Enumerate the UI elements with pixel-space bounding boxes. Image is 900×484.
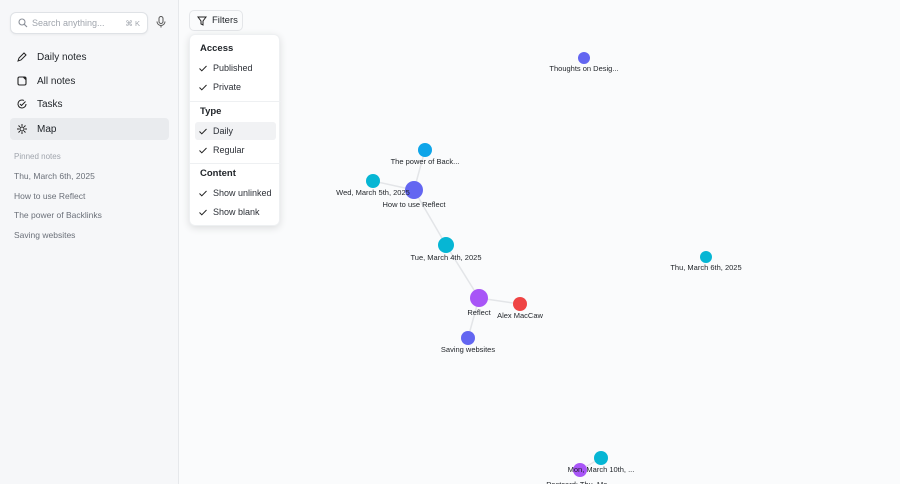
- graph-edge: [413, 189, 447, 246]
- check-icon: [199, 147, 207, 154]
- graph-node-label: Postcard: Thu, Ma...: [546, 480, 613, 484]
- filter-icon: [197, 16, 207, 26]
- filter-option-label: Show blank: [213, 207, 260, 217]
- graph-node-label: Mon, March 10th, ...: [568, 465, 635, 474]
- check-icon: [199, 209, 207, 216]
- check-icon: [199, 65, 207, 72]
- filters-button[interactable]: Filters: [189, 10, 243, 31]
- check-icon: [199, 190, 207, 197]
- nav-all-notes[interactable]: All notes: [10, 70, 169, 92]
- filter-option-published[interactable]: Published: [195, 59, 276, 77]
- search-placeholder: Search anything...: [32, 18, 105, 28]
- pinned-note[interactable]: The power of Backlinks: [14, 210, 102, 220]
- nav-label: Map: [37, 123, 57, 135]
- graph-node-backlinks[interactable]: [418, 143, 432, 157]
- filter-section-access: Access: [200, 43, 234, 54]
- graph-node-label: Reflect: [467, 308, 491, 317]
- pinned-note[interactable]: Saving websites: [14, 230, 76, 240]
- graph-node-postcard[interactable]: [573, 463, 587, 477]
- filter-option-label: Show unlinked: [213, 188, 272, 198]
- graph-node-label: Thoughts on Desig...: [549, 64, 618, 73]
- nav-map[interactable]: Map: [10, 118, 169, 140]
- check-icon: [199, 84, 207, 91]
- graph-node-label: The power of Back...: [391, 157, 460, 166]
- pinned-notes-heading: Pinned notes: [14, 152, 61, 161]
- nav-label: Tasks: [37, 98, 63, 110]
- check-circle-icon: [17, 99, 27, 109]
- graph-node-howto[interactable]: [405, 181, 423, 199]
- graph-node-mon[interactable]: [594, 451, 608, 465]
- graph-node-label: Wed, March 5th, 2025: [336, 188, 410, 197]
- filters-label: Filters: [212, 15, 238, 26]
- pinned-note[interactable]: How to use Reflect: [14, 191, 86, 201]
- sidebar: Search anything... ⌘ K Daily notes All n…: [0, 0, 179, 484]
- graph-node-alex[interactable]: [513, 297, 527, 311]
- pencil-icon: [17, 52, 27, 62]
- nav-tasks[interactable]: Tasks: [10, 93, 169, 115]
- graph-node-reflect[interactable]: [470, 289, 488, 307]
- filter-option-label: Daily: [213, 126, 234, 136]
- check-icon: [199, 128, 207, 135]
- graph-node-thoughts[interactable]: [578, 52, 590, 64]
- graph-node-label: Alex MacCaw: [497, 311, 543, 320]
- microphone-icon[interactable]: [156, 16, 166, 28]
- filter-option-label: Published: [213, 63, 253, 73]
- graph-node-label: Thu, March 6th, 2025: [670, 263, 741, 272]
- filter-section-type: Type: [200, 106, 222, 117]
- graph-node-label: Saving websites: [441, 345, 495, 354]
- nav-daily-notes[interactable]: Daily notes: [10, 46, 169, 68]
- filter-option-label: Regular: [213, 145, 245, 155]
- search-input[interactable]: Search anything... ⌘ K: [10, 12, 148, 34]
- filter-option-private[interactable]: Private: [195, 78, 276, 96]
- note-graph[interactable]: Thoughts on Desig... The power of Back...…: [180, 0, 900, 484]
- menu-divider: [190, 101, 281, 102]
- graph-edge: [445, 244, 480, 299]
- graph-node-tue[interactable]: [438, 237, 454, 253]
- graph-node-label: Tue, March 4th, 2025: [410, 253, 481, 262]
- filter-section-content: Content: [200, 168, 236, 179]
- filter-option-regular[interactable]: Regular: [195, 141, 276, 159]
- graph-node-wed[interactable]: [366, 174, 380, 188]
- search-icon: [18, 18, 28, 28]
- filter-option-show-blank[interactable]: Show blank: [195, 203, 276, 221]
- filters-menu: Access Published Private Type Daily Regular Co…: [189, 34, 281, 226]
- menu-divider: [190, 163, 281, 164]
- notes-icon: [17, 76, 27, 86]
- nav-label: Daily notes: [37, 51, 87, 63]
- filter-option-daily[interactable]: Daily: [195, 122, 276, 140]
- pinned-note[interactable]: Thu, March 6th, 2025: [14, 171, 95, 181]
- graph-node-saving[interactable]: [461, 331, 475, 345]
- graph-node-label: How to use Reflect: [383, 200, 447, 209]
- graph-node-thu[interactable]: [700, 251, 712, 263]
- map-icon: [17, 124, 27, 134]
- filter-option-label: Private: [213, 82, 242, 92]
- filter-option-show-unlinked[interactable]: Show unlinked: [195, 184, 276, 202]
- nav-label: All notes: [37, 75, 76, 87]
- search-shortcut: ⌘ K: [125, 19, 140, 28]
